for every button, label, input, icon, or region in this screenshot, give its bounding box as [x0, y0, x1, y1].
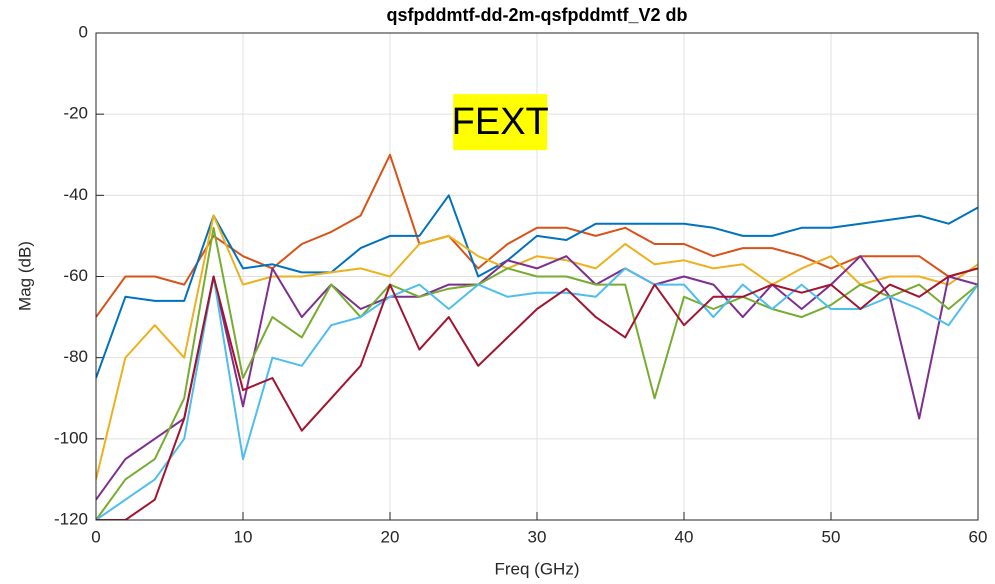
y-tick-label: -100 [54, 428, 88, 447]
y-tick-label: -60 [63, 266, 88, 285]
annotation-box [453, 94, 548, 151]
x-tick-label: 0 [91, 527, 100, 546]
y-tick-label: -20 [63, 104, 88, 123]
x-tick-label: 10 [234, 527, 253, 546]
x-tick-label: 50 [822, 527, 841, 546]
y-tick-label: 0 [79, 22, 88, 41]
y-tick-label: -40 [63, 185, 88, 204]
annotation: FEXT [452, 101, 549, 143]
series-line [96, 214, 978, 480]
x-tick-label: 30 [528, 527, 547, 546]
x-tick-label: 40 [675, 527, 694, 546]
x-tick-label: 20 [381, 527, 400, 546]
series-line [96, 267, 978, 520]
chart-title: qsfpddmtf-dd-2m-qsfpddmtf_V2 db [387, 5, 688, 25]
series-line [96, 267, 978, 520]
y-axis-label: Mag (dB) [15, 241, 34, 311]
y-tick-label: -80 [63, 347, 88, 366]
y-tick-label: -120 [54, 509, 88, 528]
plot-lines [96, 153, 978, 520]
series-line [96, 226, 978, 520]
series-line [96, 153, 978, 318]
x-tick-label: 60 [969, 527, 988, 546]
plot-frame [95, 32, 979, 521]
series-line [96, 194, 978, 379]
x-axis-label: Freq (GHz) [495, 559, 580, 578]
